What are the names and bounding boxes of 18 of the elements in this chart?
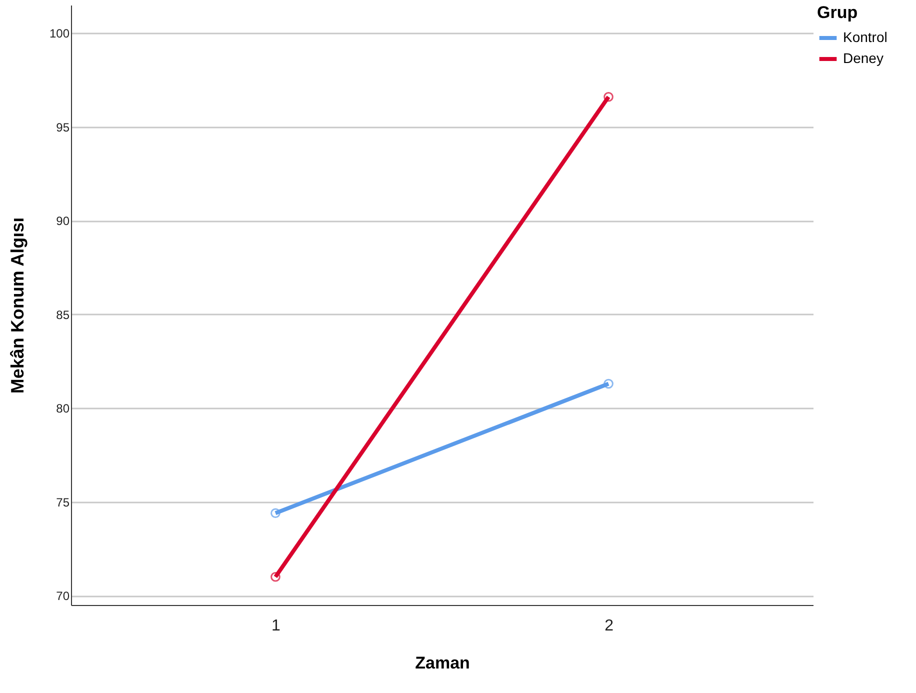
y-tick-label: 95 (56, 120, 70, 134)
point (270, 572, 280, 582)
legend-title: Grup (817, 3, 858, 22)
point (604, 92, 614, 102)
legend-label: Deney (843, 50, 884, 66)
y-tick-label: 80 (56, 402, 70, 416)
y-tick-label: 100 (49, 26, 70, 41)
x-axis-title: Zaman (415, 654, 470, 672)
y-tick-label: 85 (56, 308, 70, 322)
legend-label: Kontrol (843, 29, 888, 45)
y-tick-label: 70 (56, 589, 70, 604)
point (604, 378, 614, 389)
y-tick-label: 75 (56, 495, 70, 510)
y-tick-label: 90 (56, 214, 70, 228)
y-axis-title: Mekân Konum Algısı (7, 217, 28, 394)
x-tick-label: 1 (272, 618, 281, 634)
point (270, 508, 280, 518)
x-tick-label: 2 (604, 618, 614, 634)
